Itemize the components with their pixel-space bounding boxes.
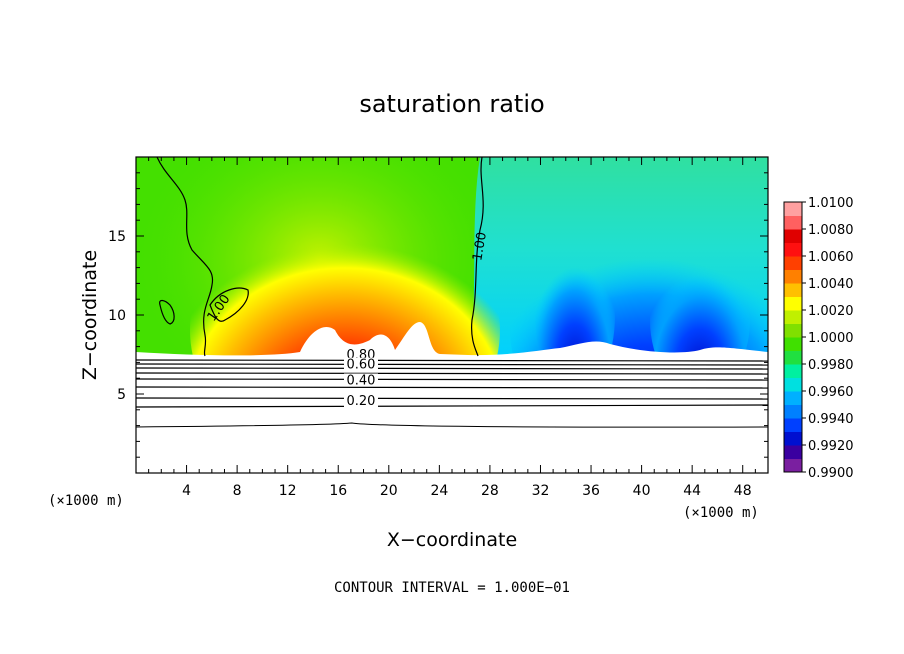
x-unit-label: (×1000 m): [683, 505, 759, 521]
x-axis-ticks: [148, 157, 756, 473]
colorbar-segment: [784, 296, 802, 311]
x-tick-label-48: 48: [734, 483, 752, 499]
z-unit-label: (×1000 m): [48, 493, 124, 509]
y-axis-tick-labels: 5 10 15: [108, 229, 126, 403]
y-axis-label: Z−coordinate: [79, 250, 101, 380]
colorbar-segment: [784, 364, 802, 378]
x-tick-label-24: 24: [430, 483, 448, 499]
colorbar-segment: [784, 242, 802, 257]
colorbar-segment: [784, 323, 802, 338]
x-axis-label: X−coordinate: [387, 529, 517, 551]
contour-label: 0.40: [347, 374, 376, 389]
colorbar-label: 1.0100: [808, 196, 854, 211]
colorbar: [784, 202, 802, 473]
colorbar-label: 1.0020: [808, 304, 854, 319]
colorbar-segment: [784, 458, 802, 473]
y-tick-label-10: 10: [108, 308, 126, 324]
colorbar-label: 0.9920: [808, 439, 854, 454]
y-tick-label-15: 15: [108, 229, 126, 245]
x-tick-label-16: 16: [329, 483, 347, 499]
colorbar-segment: [784, 256, 802, 270]
colorbar-segment: [784, 431, 802, 446]
x-axis-tick-labels: 4 8 12 16 20 24 28 32 36 40 44 48: [182, 483, 752, 499]
colorbar-label: 1.0060: [808, 250, 854, 265]
colorbar-segment: [784, 215, 802, 230]
colorbar-segment: [784, 377, 802, 392]
colorbar-label: 1.0040: [808, 277, 854, 292]
contour-interval-note: CONTOUR INTERVAL = 1.000E−01: [334, 580, 570, 596]
contour-label-bg: [343, 394, 378, 408]
x-tick-label-32: 32: [532, 483, 550, 499]
colorbar-segment: [784, 283, 802, 297]
contour-label-bg: [343, 373, 378, 387]
x-tick-label-8: 8: [233, 483, 242, 499]
colorbar-label: 1.0000: [808, 331, 854, 346]
colorbar-label: 0.9900: [808, 466, 854, 481]
colorbar-label: 0.9980: [808, 358, 854, 373]
chart-title: saturation ratio: [359, 90, 544, 118]
x-tick-label-36: 36: [582, 483, 600, 499]
y-axis-ticks: [136, 172, 768, 458]
colorbar-segment: [784, 310, 802, 324]
x-tick-label-20: 20: [380, 483, 398, 499]
contour-label-bg: [343, 357, 378, 371]
heatmap-field: [136, 157, 768, 473]
contour-label: 1.00: [470, 231, 490, 262]
x-tick-label-44: 44: [683, 483, 701, 499]
contour-label: 0.20: [347, 394, 376, 409]
x-tick-label-40: 40: [633, 483, 651, 499]
colorbar-segment: [784, 337, 802, 351]
colorbar-segment: [784, 269, 802, 284]
colorbar-segment: [784, 229, 802, 243]
colorbar-segment: [784, 404, 802, 419]
colorbar-segment: [784, 350, 802, 365]
x-tick-label-4: 4: [182, 483, 191, 499]
colorbar-label: 1.0080: [808, 223, 854, 238]
colorbar-labels: 1.0100 1.0080 1.0060 1.0040 1.0020 1.0000 0.99…: [802, 196, 854, 481]
y-tick-label-5: 5: [117, 387, 126, 403]
colorbar-segment: [784, 202, 802, 216]
colorbar-segment: [784, 418, 802, 432]
colorbar-segment: [784, 391, 802, 405]
colorbar-label: 0.9940: [808, 412, 854, 427]
colorbar-label: 0.9960: [808, 385, 854, 400]
x-tick-label-28: 28: [481, 483, 499, 499]
x-tick-label-12: 12: [279, 483, 297, 499]
contour-label: 0.60: [347, 358, 376, 373]
colorbar-segment: [784, 445, 802, 459]
